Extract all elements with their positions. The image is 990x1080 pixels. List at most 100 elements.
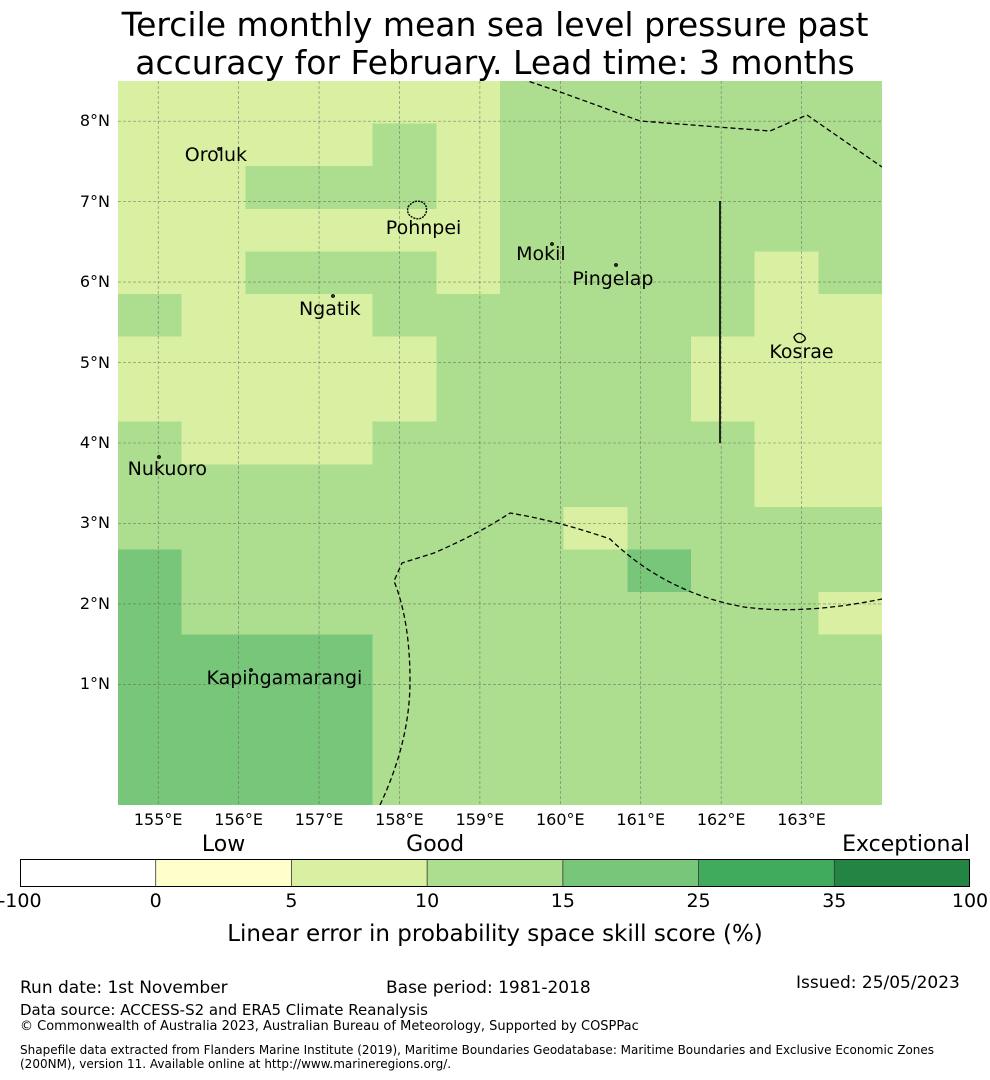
colorbar-tick-label: 0 xyxy=(149,890,162,912)
grid-cell xyxy=(309,762,374,805)
grid-cell xyxy=(309,421,374,465)
grid-cell xyxy=(754,634,819,678)
grid-cell xyxy=(118,336,183,380)
grid-cell xyxy=(563,634,628,678)
grid-cell xyxy=(500,336,565,380)
grid-cell xyxy=(436,549,501,593)
grid-cell xyxy=(818,379,882,423)
grid-cell xyxy=(627,81,692,125)
latitude-tick-label: 7°N xyxy=(79,191,110,211)
longitude-tick-label: 158°E xyxy=(375,810,424,829)
grid-cell xyxy=(627,719,692,764)
grid-cell xyxy=(818,719,882,764)
grid-cell xyxy=(436,293,501,338)
title-line-2: accuracy for February. Lead time: 3 mont… xyxy=(135,43,855,82)
grid-cell xyxy=(309,379,374,423)
grid-cell xyxy=(118,123,183,167)
grid-cell xyxy=(436,634,501,678)
longitude-tick-label: 155°E xyxy=(133,810,183,829)
place-label: Mokil xyxy=(516,242,566,265)
latitude-tick-label: 2°N xyxy=(79,593,110,613)
place-label: Kosrae xyxy=(769,341,834,364)
grid-cell xyxy=(818,293,882,338)
grid-cell xyxy=(818,549,882,593)
colorbar-tick-label: 25 xyxy=(686,890,711,912)
grid-cell xyxy=(245,464,310,508)
ngatik-island-icon xyxy=(331,294,335,298)
grid-cell xyxy=(372,677,437,721)
grid-cell xyxy=(181,166,246,210)
title-line-1: Tercile monthly mean sea level pressure … xyxy=(121,5,869,44)
grid-cell xyxy=(118,762,183,805)
grid-cell xyxy=(436,506,501,551)
grid-cell xyxy=(818,762,882,805)
grid-cell xyxy=(754,677,819,721)
grid-cell xyxy=(436,379,501,423)
grid-cell xyxy=(500,293,565,338)
grid-cell xyxy=(245,379,310,423)
grid-cell xyxy=(500,81,565,125)
grid-cell xyxy=(372,506,437,551)
grid-cell xyxy=(627,379,692,423)
grid-cell xyxy=(563,293,628,338)
grid-cell xyxy=(627,634,692,678)
grid-cell xyxy=(436,762,501,805)
grid-cell xyxy=(309,549,374,593)
map-gridlines xyxy=(118,81,882,805)
grid-cell xyxy=(818,634,882,678)
colorbar-segment xyxy=(698,859,835,887)
pohnpei-island-icon xyxy=(406,200,428,220)
grid-cell xyxy=(818,421,882,465)
grid-cell xyxy=(691,123,756,167)
islands xyxy=(157,147,806,672)
grid-cell xyxy=(754,336,819,380)
grid-cell xyxy=(691,592,756,636)
colorbar-frame xyxy=(20,859,970,887)
grid-cell xyxy=(754,506,819,551)
grid-cell xyxy=(500,464,565,508)
grid-cell xyxy=(372,293,437,338)
grid-cell xyxy=(627,208,692,252)
grid-cell xyxy=(118,592,183,636)
grid-cell xyxy=(245,506,310,551)
latitude-tick-label: 5°N xyxy=(79,352,110,372)
colorbar-segment xyxy=(20,859,157,887)
longitude-tick-label: 156°E xyxy=(214,810,263,829)
longitude-tick-label: 163°E xyxy=(777,810,826,829)
latitude-tick-label: 6°N xyxy=(79,272,110,292)
grid-cell xyxy=(436,719,501,764)
grid-cell xyxy=(691,336,756,380)
grid-cell xyxy=(118,208,183,252)
copyright-text: © Commonwealth of Australia 2023, Austra… xyxy=(20,1019,639,1034)
colorbar-title: Linear error in probability space skill … xyxy=(227,921,763,947)
place-label: Pohnpei xyxy=(385,217,462,240)
grid-cell xyxy=(754,549,819,593)
grid-cell xyxy=(563,81,628,125)
grid-cell xyxy=(627,592,692,636)
grid-cell xyxy=(118,166,183,210)
grid-cell xyxy=(181,464,246,508)
grid-cell xyxy=(436,464,501,508)
grid-cell xyxy=(818,251,882,295)
grid-cell xyxy=(500,762,565,805)
grid-cell xyxy=(118,379,183,423)
grid-cell xyxy=(691,166,756,210)
grid-cell xyxy=(691,251,756,295)
grid-cell xyxy=(245,251,310,295)
grid-cell xyxy=(436,336,501,380)
grid-cell xyxy=(245,208,310,252)
grid-cell xyxy=(563,506,628,551)
colorbar-segment xyxy=(155,859,292,887)
data-source-text: Data source: ACCESS-S2 and ERA5 Climate … xyxy=(20,1001,428,1019)
grid-cell xyxy=(245,592,310,636)
grid-cell xyxy=(181,208,246,252)
shapefile-credit-line-1: Shapefile data extracted from Flanders M… xyxy=(20,1043,935,1057)
grid-cell xyxy=(436,592,501,636)
nukuoro-island-icon xyxy=(157,455,161,459)
latitude-tick-label: 8°N xyxy=(79,111,110,131)
colorbar-tick-label: -100 xyxy=(0,890,42,912)
base-period-text: Base period: 1981-2018 xyxy=(386,978,591,998)
grid-cell xyxy=(181,379,246,423)
grid-cell xyxy=(627,421,692,465)
grid-cell xyxy=(563,464,628,508)
